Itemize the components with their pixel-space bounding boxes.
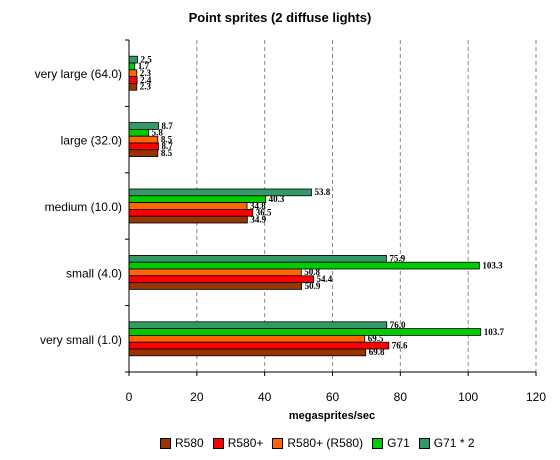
bar — [128, 282, 303, 290]
value-label: 8.7 — [162, 121, 174, 131]
value-label: 53.8 — [314, 187, 330, 197]
bar — [128, 321, 388, 329]
value-label: 75.9 — [389, 254, 405, 264]
value-labels: 2.51.72.32.42.38.75.88.58.78.553.840.334… — [138, 54, 505, 357]
bars — [128, 55, 482, 357]
value-label: 8.7 — [162, 141, 174, 151]
value-label: 69.8 — [369, 347, 385, 357]
legend-label: R580 — [175, 436, 204, 450]
bar — [128, 202, 248, 210]
bar — [128, 69, 138, 78]
legend-swatch — [372, 437, 384, 449]
x-tick-label: 80 — [394, 390, 408, 404]
bar — [128, 149, 159, 158]
x-tick-label: 40 — [258, 390, 272, 404]
value-label: 76.0 — [390, 320, 406, 330]
bar — [128, 334, 366, 343]
value-label: 50.8 — [304, 267, 320, 277]
category-label: large (32.0) — [61, 134, 122, 148]
category-label: very large (64.0) — [35, 67, 122, 81]
bar — [128, 254, 387, 263]
bar — [128, 83, 138, 91]
value-label: 8.5 — [161, 134, 173, 144]
category-label: very small (1.0) — [40, 333, 122, 347]
value-label: 2.4 — [140, 75, 152, 85]
x-tick-label: 120 — [526, 390, 546, 404]
bar — [128, 62, 136, 71]
legend-item: G71 — [372, 436, 410, 450]
bar — [128, 341, 390, 350]
category-label: medium (10.0) — [45, 200, 122, 214]
legend-label: G71 — [387, 436, 410, 450]
bar — [128, 275, 314, 283]
value-label: 34.9 — [250, 214, 266, 224]
value-label: 50.9 — [305, 281, 321, 291]
x-tick-labels: 0 20 40 60 80 100 120 — [126, 390, 547, 404]
value-label: 1.7 — [138, 61, 150, 71]
value-label: 103.7 — [484, 327, 505, 337]
x-tick-label: 100 — [458, 390, 478, 404]
legend-swatch — [212, 437, 224, 449]
legend-item: R580+ — [212, 436, 264, 450]
bar — [128, 142, 159, 151]
value-label: 5.8 — [152, 128, 164, 138]
bar — [128, 208, 254, 217]
value-label: 2.5 — [140, 54, 152, 64]
legend-label: G71 * 2 — [433, 436, 475, 450]
value-label: 2.3 — [140, 68, 152, 78]
value-label: 103.3 — [482, 260, 503, 270]
x-axis-label: megasprites/sec — [288, 410, 376, 422]
bar — [128, 76, 138, 84]
value-label: 69.5 — [368, 334, 384, 344]
legend-swatch — [418, 437, 430, 449]
axes — [125, 39, 537, 376]
category-labels: very large (64.0) large (32.0) medium (10.… — [35, 67, 122, 347]
bar — [128, 268, 302, 277]
gridlines — [196, 40, 537, 372]
x-tick-label: 60 — [326, 390, 340, 404]
bar — [128, 128, 150, 137]
legend: R580 R580+ R580+ (R580) G71 G71 * 2 — [160, 436, 555, 450]
x-tick-label: 20 — [190, 390, 204, 404]
legend-label: R580+ (R580) — [287, 436, 364, 450]
value-label: 2.3 — [140, 82, 152, 92]
chart-title: Point sprites (2 diffuse lights) — [188, 10, 372, 25]
bar — [128, 55, 138, 64]
category-label: small (4.0) — [66, 266, 122, 280]
bar — [128, 215, 248, 224]
x-tick-label: 0 — [126, 390, 133, 404]
bar — [128, 195, 267, 204]
legend-swatch — [272, 437, 284, 449]
bar — [128, 328, 482, 336]
value-label: 54.4 — [317, 274, 333, 284]
legend-item: G71 * 2 — [418, 436, 475, 450]
value-label: 40.3 — [269, 194, 285, 204]
value-label: 8.5 — [161, 148, 173, 158]
bar — [128, 348, 367, 357]
legend-item: R580+ (R580) — [272, 436, 363, 450]
value-label: 36.5 — [256, 208, 272, 218]
legend-label: R580+ — [227, 436, 264, 450]
legend-item: R580 — [160, 436, 204, 450]
value-label: 76.6 — [392, 340, 408, 350]
value-label: 34.8 — [250, 201, 266, 211]
legend-swatch — [160, 437, 171, 449]
